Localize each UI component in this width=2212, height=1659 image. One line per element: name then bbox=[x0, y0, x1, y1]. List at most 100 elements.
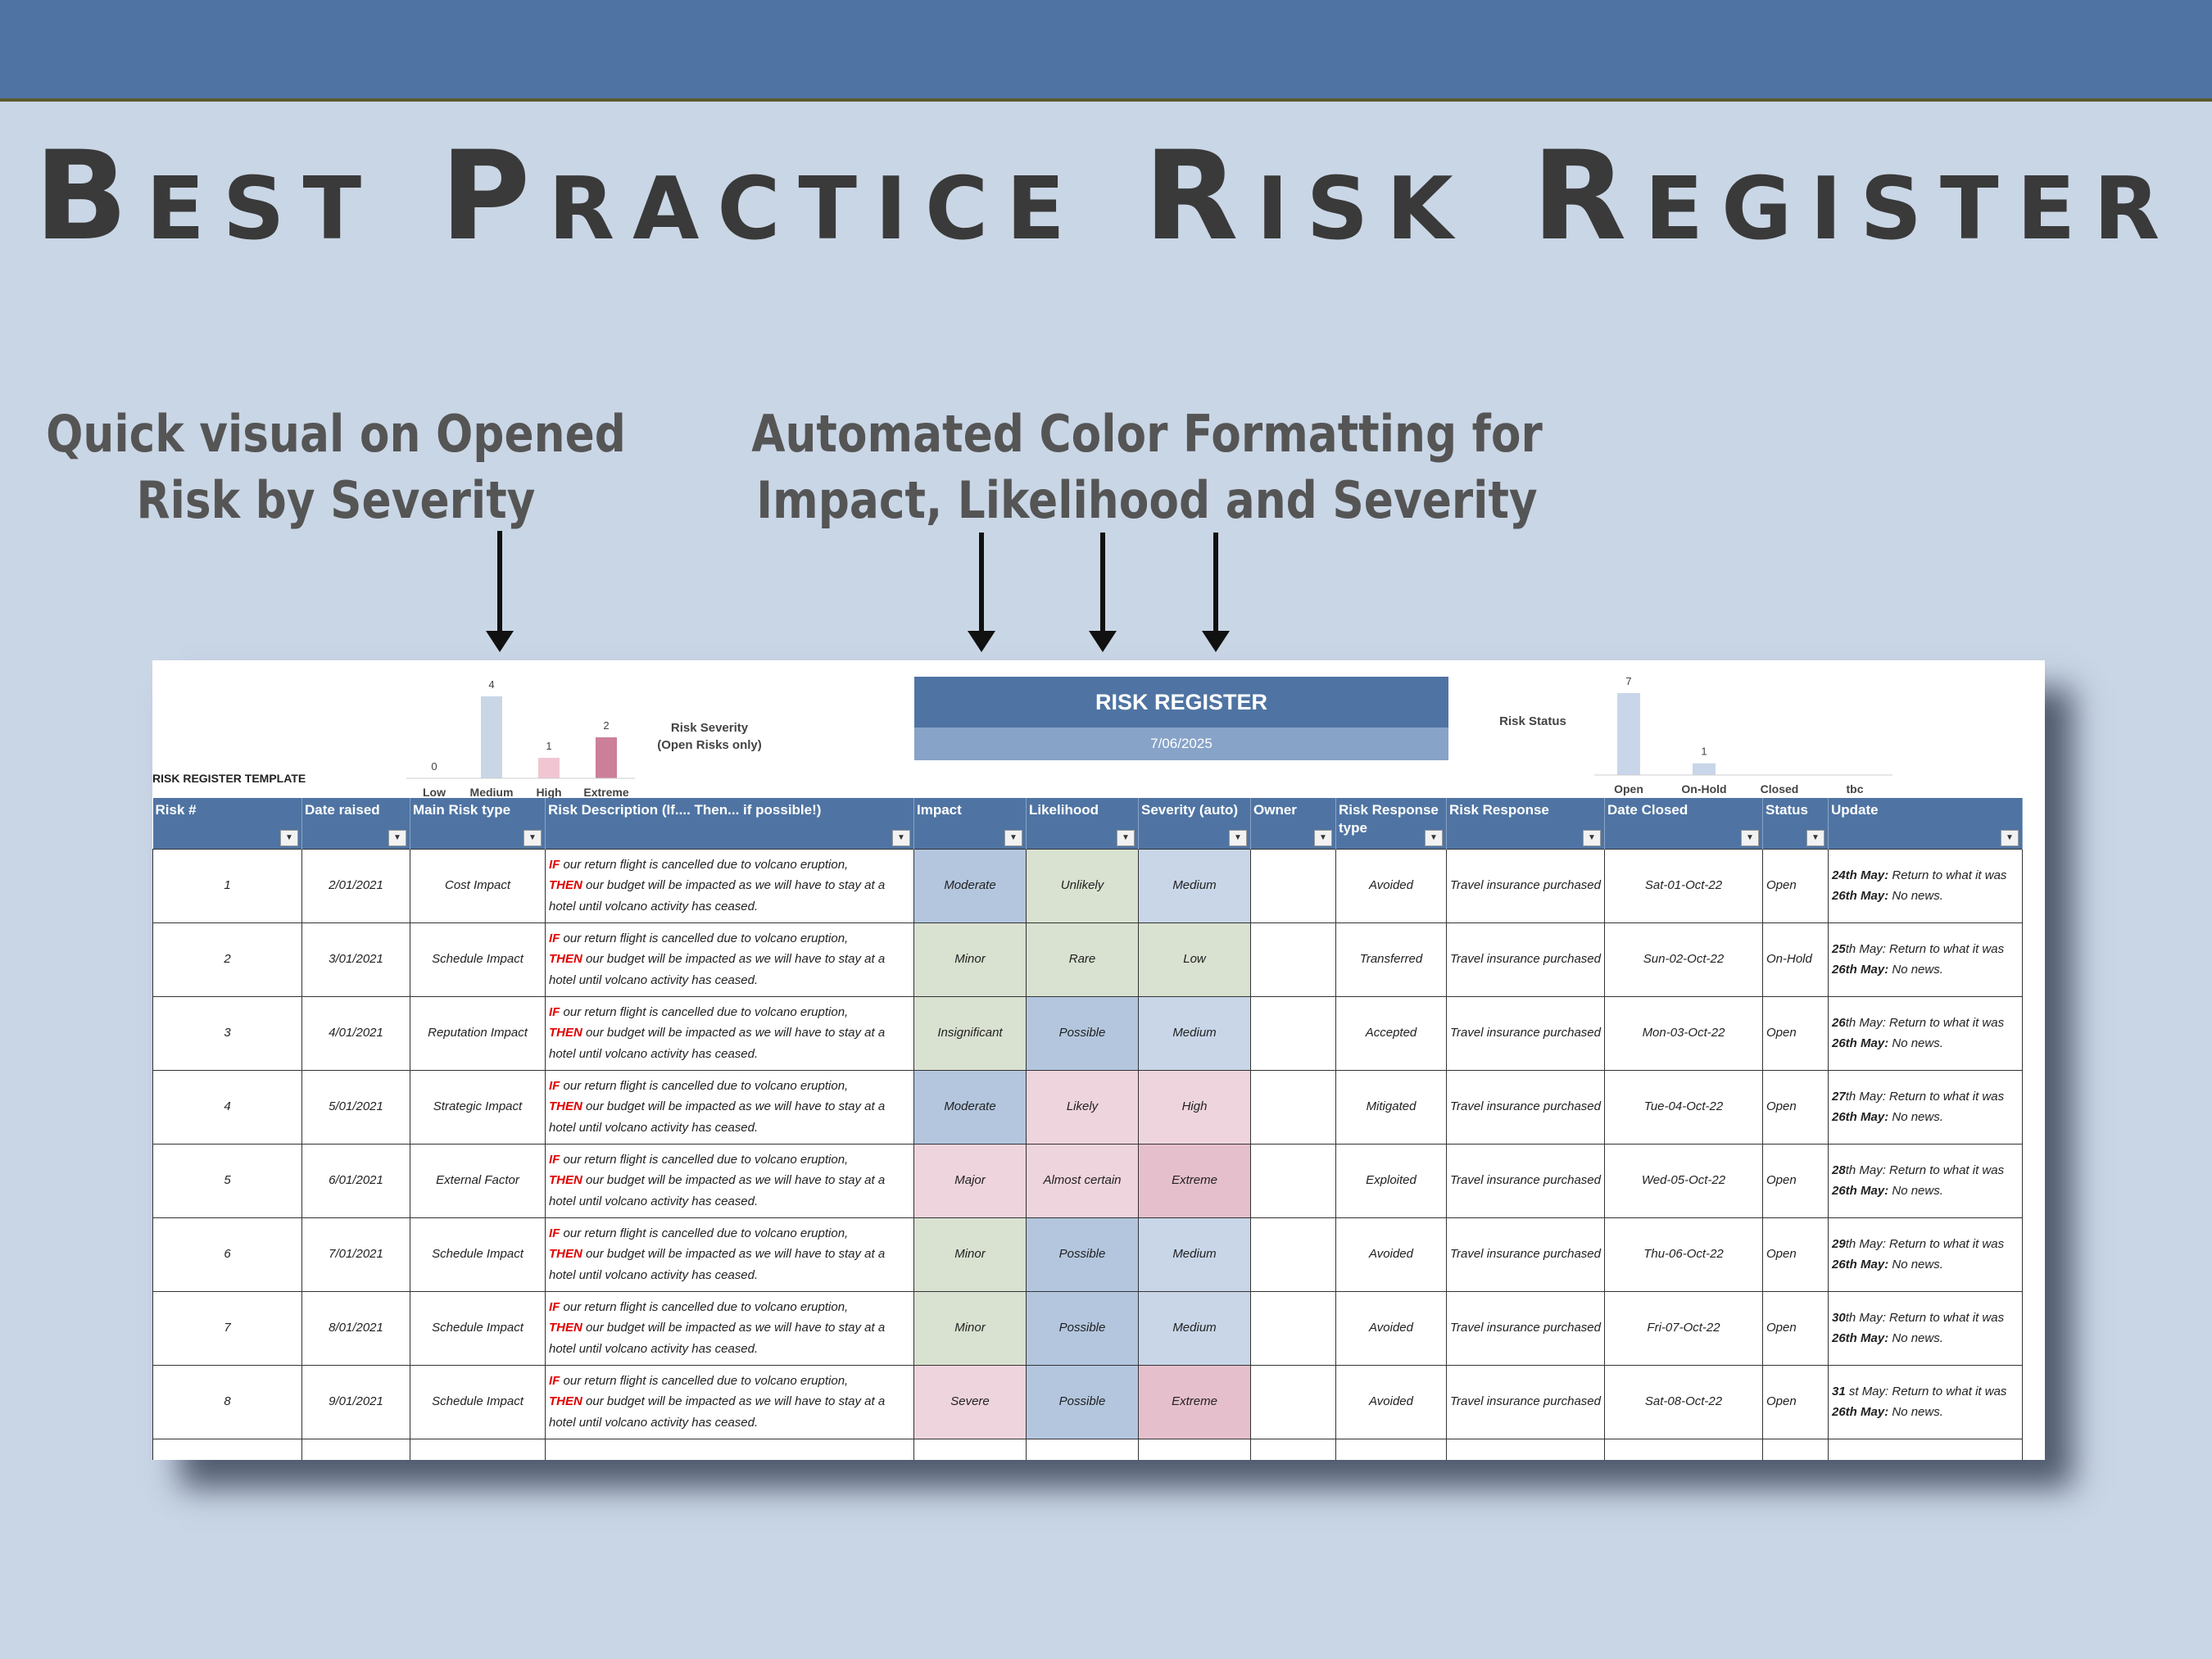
date-raised-cell[interactable]: 3/01/2021 bbox=[301, 922, 410, 997]
risk-id-cell[interactable]: 2 bbox=[152, 922, 302, 997]
risk-response-cell[interactable]: Travel insurance purchased bbox=[1446, 995, 1605, 1071]
risk-id-cell[interactable]: 1 bbox=[152, 848, 302, 923]
response-type-cell[interactable]: Avoided bbox=[1335, 848, 1447, 923]
response-type-cell[interactable]: Exploited bbox=[1335, 1143, 1447, 1218]
likelihood-cell[interactable]: Almost certain bbox=[1026, 1143, 1139, 1218]
risk-id-cell[interactable]: 7 bbox=[152, 1290, 302, 1366]
empty-cell[interactable] bbox=[1604, 1438, 1763, 1460]
date-closed-cell[interactable]: Fri-07-Oct-22 bbox=[1604, 1290, 1763, 1366]
risk-type-cell[interactable]: Strategic Impact bbox=[410, 1069, 546, 1145]
date-closed-cell[interactable]: Wed-05-Oct-22 bbox=[1604, 1143, 1763, 1218]
filter-dropdown-icon[interactable]: ▼ bbox=[1229, 829, 1247, 846]
empty-cell[interactable] bbox=[1250, 1438, 1336, 1460]
column-header[interactable]: Risk Response ▼ bbox=[1446, 798, 1605, 849]
owner-cell[interactable] bbox=[1250, 848, 1336, 923]
column-header[interactable]: Date Closed ▼ bbox=[1604, 798, 1763, 849]
date-raised-cell[interactable]: 7/01/2021 bbox=[301, 1217, 410, 1292]
risk-id-cell[interactable]: 6 bbox=[152, 1217, 302, 1292]
severity-cell[interactable]: Medium bbox=[1138, 995, 1251, 1071]
risk-type-cell[interactable]: External Factor bbox=[410, 1143, 546, 1218]
response-type-cell[interactable]: Mitigated bbox=[1335, 1069, 1447, 1145]
response-type-cell[interactable]: Avoided bbox=[1335, 1290, 1447, 1366]
filter-dropdown-icon[interactable]: ▼ bbox=[388, 829, 406, 846]
status-cell[interactable]: Open bbox=[1762, 1364, 1829, 1439]
empty-cell[interactable] bbox=[1762, 1438, 1829, 1460]
status-cell[interactable]: Open bbox=[1762, 1290, 1829, 1366]
status-cell[interactable]: Open bbox=[1762, 848, 1829, 923]
date-closed-cell[interactable]: Sat-01-Oct-22 bbox=[1604, 848, 1763, 923]
empty-cell[interactable] bbox=[913, 1438, 1027, 1460]
filter-dropdown-icon[interactable]: ▼ bbox=[892, 829, 910, 846]
update-cell[interactable]: 29th May: Return to what it was 26th May:… bbox=[1828, 1217, 2023, 1292]
risk-description-cell[interactable]: IF our return flight is cancelled due to… bbox=[545, 1217, 914, 1292]
owner-cell[interactable] bbox=[1250, 1143, 1336, 1218]
risk-type-cell[interactable]: Schedule Impact bbox=[410, 1290, 546, 1366]
likelihood-cell[interactable]: Possible bbox=[1026, 1364, 1139, 1439]
likelihood-cell[interactable]: Possible bbox=[1026, 995, 1139, 1071]
risk-description-cell[interactable]: IF our return flight is cancelled due to… bbox=[545, 1364, 914, 1439]
impact-cell[interactable]: Minor bbox=[913, 1290, 1027, 1366]
impact-cell[interactable]: Insignificant bbox=[913, 995, 1027, 1071]
filter-dropdown-icon[interactable]: ▼ bbox=[1583, 829, 1601, 846]
empty-cell[interactable] bbox=[152, 1438, 302, 1460]
owner-cell[interactable] bbox=[1250, 995, 1336, 1071]
likelihood-cell[interactable]: Rare bbox=[1026, 922, 1139, 997]
risk-id-cell[interactable]: 8 bbox=[152, 1364, 302, 1439]
update-cell[interactable]: 25th May: Return to what it was 26th May:… bbox=[1828, 922, 2023, 997]
risk-id-cell[interactable]: 4 bbox=[152, 1069, 302, 1145]
column-header[interactable]: Impact ▼ bbox=[913, 798, 1027, 849]
risk-response-cell[interactable]: Travel insurance purchased bbox=[1446, 1217, 1605, 1292]
date-closed-cell[interactable]: Mon-03-Oct-22 bbox=[1604, 995, 1763, 1071]
impact-cell[interactable]: Major bbox=[913, 1143, 1027, 1218]
response-type-cell[interactable]: Transferred bbox=[1335, 922, 1447, 997]
filter-dropdown-icon[interactable]: ▼ bbox=[2001, 829, 2019, 846]
column-header[interactable]: Main Risk type ▼ bbox=[410, 798, 546, 849]
risk-id-cell[interactable]: 5 bbox=[152, 1143, 302, 1218]
update-cell[interactable]: 30th May: Return to what it was 26th May:… bbox=[1828, 1290, 2023, 1366]
column-header[interactable]: Owner ▼ bbox=[1250, 798, 1336, 849]
risk-response-cell[interactable]: Travel insurance purchased bbox=[1446, 1290, 1605, 1366]
response-type-cell[interactable]: Accepted bbox=[1335, 995, 1447, 1071]
filter-dropdown-icon[interactable]: ▼ bbox=[524, 829, 542, 846]
filter-dropdown-icon[interactable]: ▼ bbox=[1806, 829, 1824, 846]
empty-cell[interactable] bbox=[1446, 1438, 1605, 1460]
risk-description-cell[interactable]: IF our return flight is cancelled due to… bbox=[545, 1290, 914, 1366]
date-raised-cell[interactable]: 6/01/2021 bbox=[301, 1143, 410, 1218]
owner-cell[interactable] bbox=[1250, 1290, 1336, 1366]
column-header[interactable]: Status ▼ bbox=[1762, 798, 1829, 849]
owner-cell[interactable] bbox=[1250, 1217, 1336, 1292]
risk-response-cell[interactable]: Travel insurance purchased bbox=[1446, 1364, 1605, 1439]
risk-description-cell[interactable]: IF our return flight is cancelled due to… bbox=[545, 922, 914, 997]
impact-cell[interactable]: Minor bbox=[913, 1217, 1027, 1292]
column-header[interactable]: Risk Description (If.... Then... if poss… bbox=[545, 798, 914, 849]
update-cell[interactable]: 27th May: Return to what it was 26th May:… bbox=[1828, 1069, 2023, 1145]
update-cell[interactable]: 31 st May: Return to what it was 26th May… bbox=[1828, 1364, 2023, 1439]
likelihood-cell[interactable]: Possible bbox=[1026, 1290, 1139, 1366]
severity-cell[interactable]: Medium bbox=[1138, 1290, 1251, 1366]
impact-cell[interactable]: Severe bbox=[913, 1364, 1027, 1439]
date-closed-cell[interactable]: Sat-08-Oct-22 bbox=[1604, 1364, 1763, 1439]
owner-cell[interactable] bbox=[1250, 1069, 1336, 1145]
severity-cell[interactable]: Medium bbox=[1138, 1217, 1251, 1292]
filter-dropdown-icon[interactable]: ▼ bbox=[1117, 829, 1135, 846]
date-raised-cell[interactable]: 8/01/2021 bbox=[301, 1290, 410, 1366]
likelihood-cell[interactable]: Unlikely bbox=[1026, 848, 1139, 923]
column-header[interactable]: Risk # ▼ bbox=[152, 798, 302, 849]
empty-cell[interactable] bbox=[410, 1438, 546, 1460]
risk-type-cell[interactable]: Schedule Impact bbox=[410, 1217, 546, 1292]
empty-cell[interactable] bbox=[1026, 1438, 1139, 1460]
likelihood-cell[interactable]: Likely bbox=[1026, 1069, 1139, 1145]
status-cell[interactable]: Open bbox=[1762, 1069, 1829, 1145]
empty-cell[interactable] bbox=[1335, 1438, 1447, 1460]
date-raised-cell[interactable]: 2/01/2021 bbox=[301, 848, 410, 923]
update-cell[interactable]: 26th May: Return to what it was 26th May:… bbox=[1828, 995, 2023, 1071]
update-cell[interactable]: 24th May: Return to what it was 26th May:… bbox=[1828, 848, 2023, 923]
risk-description-cell[interactable]: IF our return flight is cancelled due to… bbox=[545, 1069, 914, 1145]
impact-cell[interactable]: Moderate bbox=[913, 848, 1027, 923]
update-cell[interactable]: 28th May: Return to what it was 26th May:… bbox=[1828, 1143, 2023, 1218]
risk-id-cell[interactable]: 3 bbox=[152, 995, 302, 1071]
filter-dropdown-icon[interactable]: ▼ bbox=[1004, 829, 1022, 846]
likelihood-cell[interactable]: Possible bbox=[1026, 1217, 1139, 1292]
filter-dropdown-icon[interactable]: ▼ bbox=[280, 829, 298, 846]
risk-response-cell[interactable]: Travel insurance purchased bbox=[1446, 1069, 1605, 1145]
